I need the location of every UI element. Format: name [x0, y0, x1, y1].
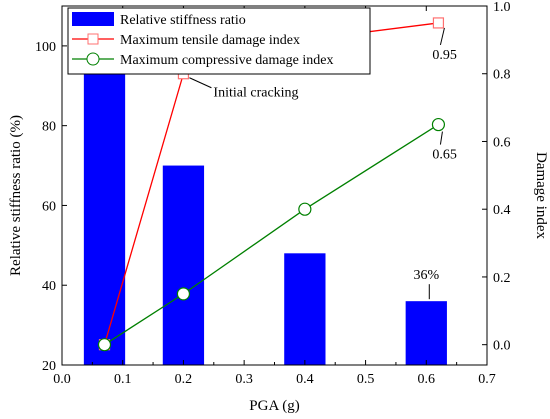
x-tick-label: 0.7 [478, 372, 496, 387]
bar [284, 253, 326, 365]
legend-compressive-label: Maximum compressive damage index [120, 53, 333, 68]
annotation-tensile-end: 0.95 [432, 48, 457, 63]
annotation-initial-cracking: Initial cracking [213, 86, 298, 101]
y-right-tick-label: 0.6 [493, 135, 511, 150]
legend-tensile-label: Maximum tensile damage index [120, 33, 300, 48]
x-tick-label: 0.2 [175, 372, 193, 387]
annotation-pointer-cracking [189, 77, 212, 89]
legend-compressive-marker [86, 52, 100, 66]
x-tick-label: 0.3 [235, 372, 253, 387]
annotations-layer: Initial cracking 0.95 0.65 36% [189, 27, 457, 300]
series-point [432, 17, 445, 29]
y-left-tick-label: 80 [42, 120, 56, 135]
x-tick-label: 0.6 [418, 372, 436, 387]
legend-bar-label: Relative stiffness ratio [120, 13, 246, 28]
series-point [431, 117, 446, 132]
series-line [104, 123, 439, 346]
legend: Relative stiffness ratio Maximum tensile… [67, 7, 371, 75]
x-axis-label: PGA (g) [249, 398, 299, 414]
y-left-tick-label: 40 [42, 279, 56, 294]
x-tick-label: 0.0 [53, 372, 71, 387]
series-point [298, 202, 312, 216]
bar [162, 165, 205, 365]
y-right-tick-label: 0.0 [493, 339, 511, 354]
bar [83, 45, 126, 366]
legend-bar-swatch [72, 12, 114, 26]
y-left-tick-label: 100 [35, 40, 56, 55]
x-tick-label: 0.1 [114, 372, 132, 387]
x-tick-label: 0.4 [296, 372, 314, 387]
y-axis-left-label: Relative stiffness ratio (%) [8, 115, 24, 276]
bars-layer [83, 45, 447, 366]
y-right-tick-label: 0.2 [493, 271, 511, 286]
legend-tensile-marker [87, 33, 99, 45]
series-point [97, 338, 112, 352]
bar [405, 301, 447, 365]
y-axis-right-label: Damage index [533, 152, 549, 240]
y-left-tick-label: 60 [42, 199, 56, 214]
x-tick-label: 0.5 [357, 372, 375, 387]
legend-box [67, 7, 371, 75]
y-right-tick-label: 1.0 [493, 0, 511, 15]
annotation-pointer-compressive [439, 131, 443, 145]
annotation-pointer-tensile [439, 27, 445, 46]
y-right-tick-label: 0.8 [493, 68, 511, 83]
annotation-bar-last: 36% [413, 268, 439, 283]
annotation-compressive-end: 0.65 [432, 148, 457, 163]
ticks-layer: 0.0 0.1 0.2 0.3 0.4 0.5 0.6 0.7 20 40 60 80 100 0.0 0.… [35, 0, 511, 387]
y-right-tick-label: 0.4 [493, 203, 511, 218]
series-point [176, 287, 191, 301]
y-left-tick-label: 20 [42, 359, 56, 374]
